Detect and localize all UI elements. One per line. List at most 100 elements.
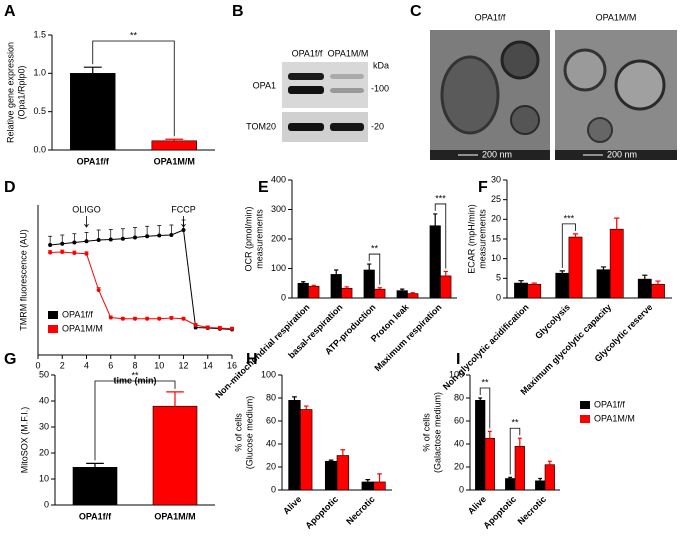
y-axis-label: measurements — [477, 209, 487, 269]
error-bar — [292, 396, 297, 401]
bar — [374, 288, 386, 299]
x-tick-label: 16 — [227, 360, 237, 370]
y-tick-label: 20 — [266, 461, 276, 471]
point — [60, 250, 65, 254]
bar — [505, 478, 516, 491]
protein-label: OPA1 — [253, 80, 276, 90]
blot-band — [288, 73, 324, 80]
x-tick-label: Glycolysis — [533, 302, 572, 341]
point — [72, 251, 77, 255]
error-bar — [328, 459, 334, 462]
em-label: OPA1f/f — [475, 12, 506, 22]
legend-label: OPA1M/M — [62, 323, 103, 333]
legend-label: OPA1f/f — [62, 309, 93, 319]
error-bar — [572, 233, 579, 238]
point — [48, 243, 53, 247]
error-bar — [377, 473, 382, 482]
mitochondrion — [587, 117, 613, 143]
legend-swatch — [48, 325, 58, 333]
y-tick-label: 100 — [271, 263, 286, 273]
x-tick-label: Alive — [281, 494, 303, 516]
y-tick-label: 15 — [491, 233, 501, 243]
y-axis-label: ECAR (mpH/min) — [466, 204, 476, 274]
series-line — [50, 251, 233, 330]
y-tick-label: 0.5 — [33, 106, 46, 116]
bar — [475, 399, 486, 491]
error-bar — [344, 286, 349, 289]
point — [108, 237, 113, 242]
y-tick-label: 5 — [496, 273, 501, 283]
bar — [568, 236, 583, 299]
bar — [152, 405, 198, 506]
x-tick-label: 8 — [132, 360, 137, 370]
bar — [651, 283, 665, 299]
x-tick-label: 12 — [178, 360, 188, 370]
y-axis-label: % of cells — [233, 413, 243, 452]
blot-band — [330, 74, 364, 79]
bar — [396, 290, 408, 299]
point — [108, 315, 113, 320]
y-axis-label: Relative gene expression — [5, 42, 15, 143]
annotation: FCCP — [171, 204, 196, 214]
point — [120, 236, 125, 241]
x-tick-label: 0 — [35, 360, 40, 370]
unit-label: kDa — [373, 60, 389, 70]
error-bar — [655, 280, 661, 285]
x-tick-label: OPA1M/M — [154, 511, 195, 521]
y-tick-label: 50 — [39, 369, 49, 379]
marker-label: -100 — [371, 83, 389, 93]
point — [96, 288, 101, 292]
y-tick-label: 200 — [271, 233, 286, 243]
y-tick-label: 0 — [44, 499, 49, 509]
x-tick-label: Necrotic — [516, 494, 549, 527]
x-axis-label: time (min) — [113, 375, 156, 385]
point — [72, 240, 77, 245]
western-blot: OPA1f/f OPA1M/M kDa OPA1 TOM20 -100 -20 — [246, 48, 389, 142]
mitochondrion — [614, 59, 666, 111]
mitochondrion — [500, 40, 540, 80]
significance-bracket — [434, 203, 447, 269]
y-tick-label: 1.5 — [33, 29, 46, 39]
error-bar — [340, 449, 346, 456]
bar — [361, 481, 374, 491]
x-tick-label: Apoptotic — [481, 494, 518, 531]
x-tick-label: 14 — [203, 360, 213, 370]
error-bar — [86, 462, 104, 468]
bar — [514, 282, 528, 299]
blot-band — [330, 123, 364, 131]
y-tick-label: 100 — [261, 369, 276, 379]
bar — [341, 287, 353, 299]
point — [169, 233, 174, 237]
legend-swatch — [580, 415, 590, 423]
x-tick-label: Alive — [466, 494, 488, 516]
error-bar — [377, 287, 382, 290]
lane-label: OPA1f/f — [292, 48, 323, 58]
significance-label: ** — [511, 418, 519, 428]
x-tick-label: 10 — [154, 360, 164, 370]
bar — [527, 283, 542, 299]
legend-label: OPA1M/M — [594, 413, 635, 423]
em-images: 200 nm 200 nm OPA1f/f OPA1M/M — [430, 12, 677, 160]
y-tick-label: 20 — [454, 461, 464, 471]
error-bar — [642, 274, 648, 280]
panel-letter: H — [246, 351, 258, 368]
bar — [484, 437, 495, 491]
bar — [308, 285, 320, 299]
marker-label: -20 — [371, 121, 384, 131]
bar — [297, 282, 309, 299]
x-tick-label: Necrotic — [344, 494, 377, 527]
scale-label: 200 nm — [482, 149, 512, 159]
error-bar — [517, 437, 522, 447]
y-tick-label: 60 — [454, 415, 464, 425]
y-axis-label: measurements — [254, 209, 264, 269]
scale-strip — [430, 150, 550, 160]
scale-label: 200 nm — [607, 149, 637, 159]
error-bar — [478, 397, 483, 401]
y-axis-label: MitoSOX (M.F.I.) — [19, 407, 29, 474]
y-tick-label: 0.0 — [33, 144, 46, 154]
significance-bracket — [509, 427, 521, 475]
y-tick-label: 20 — [491, 214, 501, 224]
error-bar — [443, 270, 448, 276]
point — [181, 228, 186, 232]
bar — [609, 228, 624, 299]
